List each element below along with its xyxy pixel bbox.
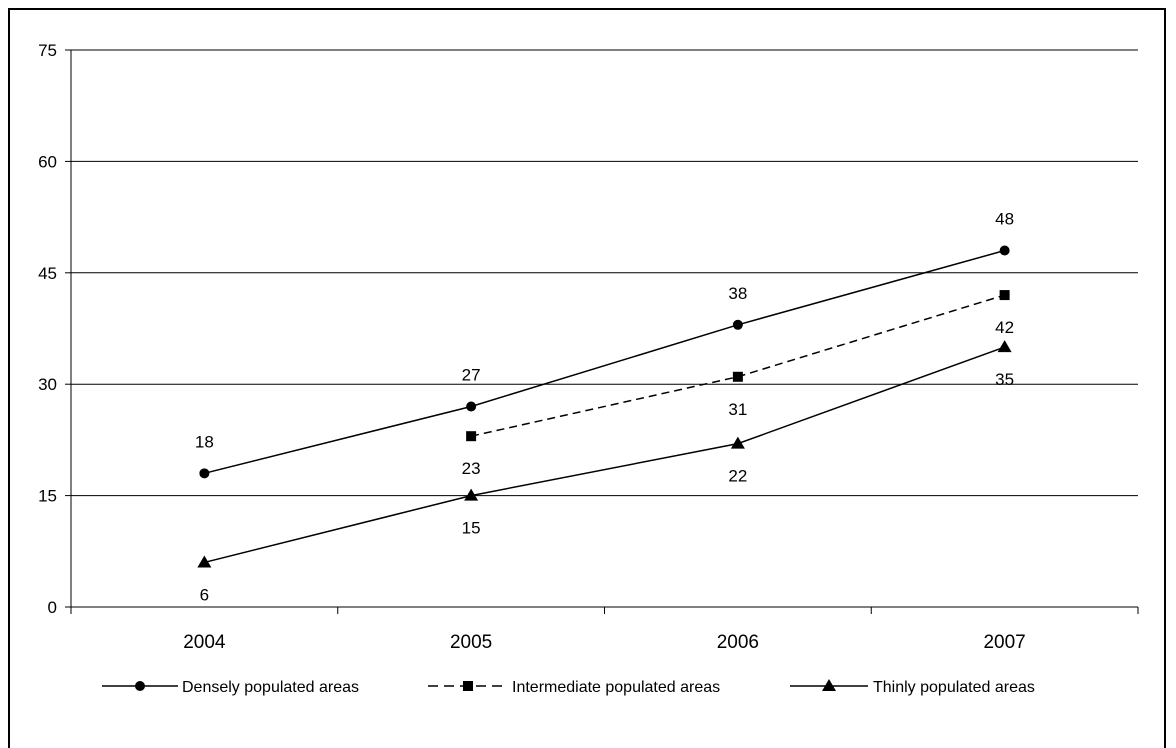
- legend-entry: Intermediate populated areas: [428, 679, 720, 696]
- data-label: 27: [462, 365, 481, 384]
- marker-circle: [732, 319, 743, 330]
- legend: Densely populated areas Intermediate popu…: [102, 679, 1035, 696]
- legend-entry: Densely populated areas: [102, 679, 359, 696]
- legend-label: Intermediate populated areas: [512, 679, 720, 696]
- data-label: 23: [462, 459, 481, 478]
- marker-square: [999, 290, 1010, 301]
- gridlines: [71, 49, 1138, 497]
- marker-square: [463, 681, 473, 691]
- marker-circle: [199, 468, 210, 479]
- data-label: 42: [995, 318, 1014, 337]
- series-line: [204, 346, 1005, 564]
- data-label: 22: [728, 467, 747, 486]
- y-tick-label: 45: [38, 264, 57, 283]
- marker-square: [466, 431, 477, 442]
- data-labels: 18 27 38 48 23 31 42 6 15 22 35: [195, 210, 1014, 605]
- data-label: 18: [195, 432, 214, 451]
- data-label: 35: [995, 370, 1014, 389]
- data-label: 48: [995, 210, 1014, 229]
- axes: 0 15 30 45 60 75 2004 2005 2006 2007: [38, 41, 1139, 653]
- x-tick-label: 2005: [450, 632, 492, 653]
- y-tick-label: 15: [38, 487, 57, 506]
- marker-triangle: [197, 555, 212, 568]
- series-line: [204, 249, 1005, 475]
- marker-triangle: [464, 488, 479, 501]
- legend-label: Thinly populated areas: [873, 679, 1035, 696]
- marker-triangle: [730, 436, 745, 449]
- data-label: 15: [462, 519, 481, 538]
- data-label: 38: [728, 284, 747, 303]
- legend-entry: Thinly populated areas: [790, 679, 1035, 696]
- y-tick-label: 75: [38, 41, 57, 60]
- marker-circle: [999, 245, 1010, 256]
- marker-circle: [466, 401, 477, 412]
- marker-triangle: [822, 679, 836, 691]
- data-label: 6: [200, 585, 209, 604]
- marker-square: [732, 371, 743, 382]
- x-tick-label: 2006: [717, 632, 759, 653]
- marker-circle: [135, 681, 145, 691]
- marker-triangle: [997, 340, 1012, 353]
- y-tick-label: 60: [38, 152, 57, 171]
- legend-label: Densely populated areas: [182, 679, 359, 696]
- y-tick-label: 0: [48, 598, 57, 617]
- chart-frame: [8, 8, 1166, 748]
- series-group: [197, 245, 1012, 568]
- x-tick-label: 2004: [183, 632, 226, 653]
- y-tick-label: 30: [38, 375, 57, 394]
- data-label: 31: [728, 400, 747, 419]
- x-tick-label: 2007: [983, 632, 1025, 653]
